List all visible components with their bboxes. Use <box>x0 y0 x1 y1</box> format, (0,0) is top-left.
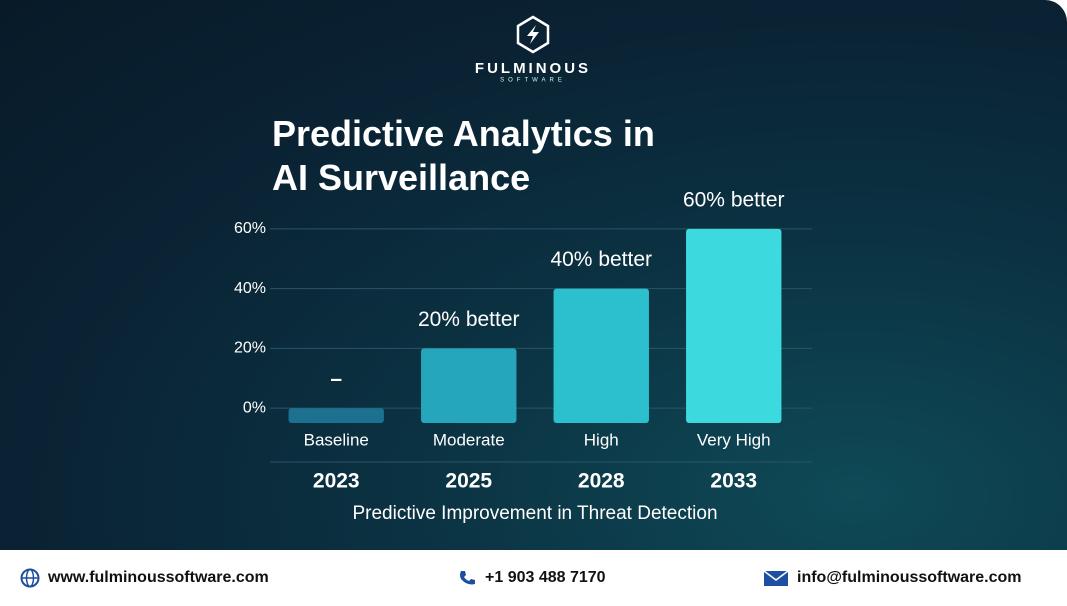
phone-icon <box>460 571 475 585</box>
data-label: 20% better <box>418 308 520 331</box>
x-tick-label: Baseline <box>304 430 369 449</box>
email-text: info@fulminoussoftware.com <box>797 569 1022 586</box>
logo-icon <box>516 15 550 54</box>
x-tick-label: Very High <box>697 430 771 449</box>
bar <box>288 408 384 423</box>
data-label: 40% better <box>550 248 652 271</box>
y-tick-label: 40% <box>234 280 266 297</box>
data-label: 60% better <box>683 188 785 211</box>
y-tick-label: 20% <box>234 340 266 357</box>
banner: FULMINOUS SOFTWARE 0% 20% 40% 60% – Baseline 2… <box>0 0 1067 550</box>
website: www.fulminoussoftware.com <box>20 568 269 588</box>
bar <box>553 288 649 423</box>
data-label: – <box>330 368 342 391</box>
x-tick-label: High <box>584 430 619 449</box>
bar <box>686 228 782 423</box>
phone-text: +1 903 488 7170 <box>485 569 606 586</box>
year-label: 2023 <box>313 470 360 493</box>
year-label: 2033 <box>710 470 757 493</box>
globe-icon <box>20 568 40 588</box>
brand-tagline: SOFTWARE <box>500 78 566 84</box>
chart: FULMINOUS SOFTWARE 0% 20% 40% 60% – Baseline 2… <box>234 15 812 524</box>
mail-icon <box>763 570 789 586</box>
email: info@fulminoussoftware.com <box>763 568 1022 588</box>
x-tick-label: Moderate <box>433 430 505 449</box>
year-label: 2028 <box>578 470 625 493</box>
footer: www.fulminoussoftware.com +1 903 488 717… <box>0 550 1067 606</box>
chart-title: Predictive Analytics in AI Surveillance <box>272 113 655 198</box>
bar <box>421 348 517 423</box>
phone: +1 903 488 7170 <box>457 568 606 588</box>
x-axis-label: Predictive Improvement in Threat Detecti… <box>352 503 717 524</box>
y-tick-label: 0% <box>243 399 266 416</box>
website-text: www.fulminoussoftware.com <box>48 569 269 586</box>
y-tick-label: 60% <box>234 220 266 237</box>
year-label: 2025 <box>445 470 492 493</box>
brand-name: FULMINOUS <box>475 60 591 77</box>
